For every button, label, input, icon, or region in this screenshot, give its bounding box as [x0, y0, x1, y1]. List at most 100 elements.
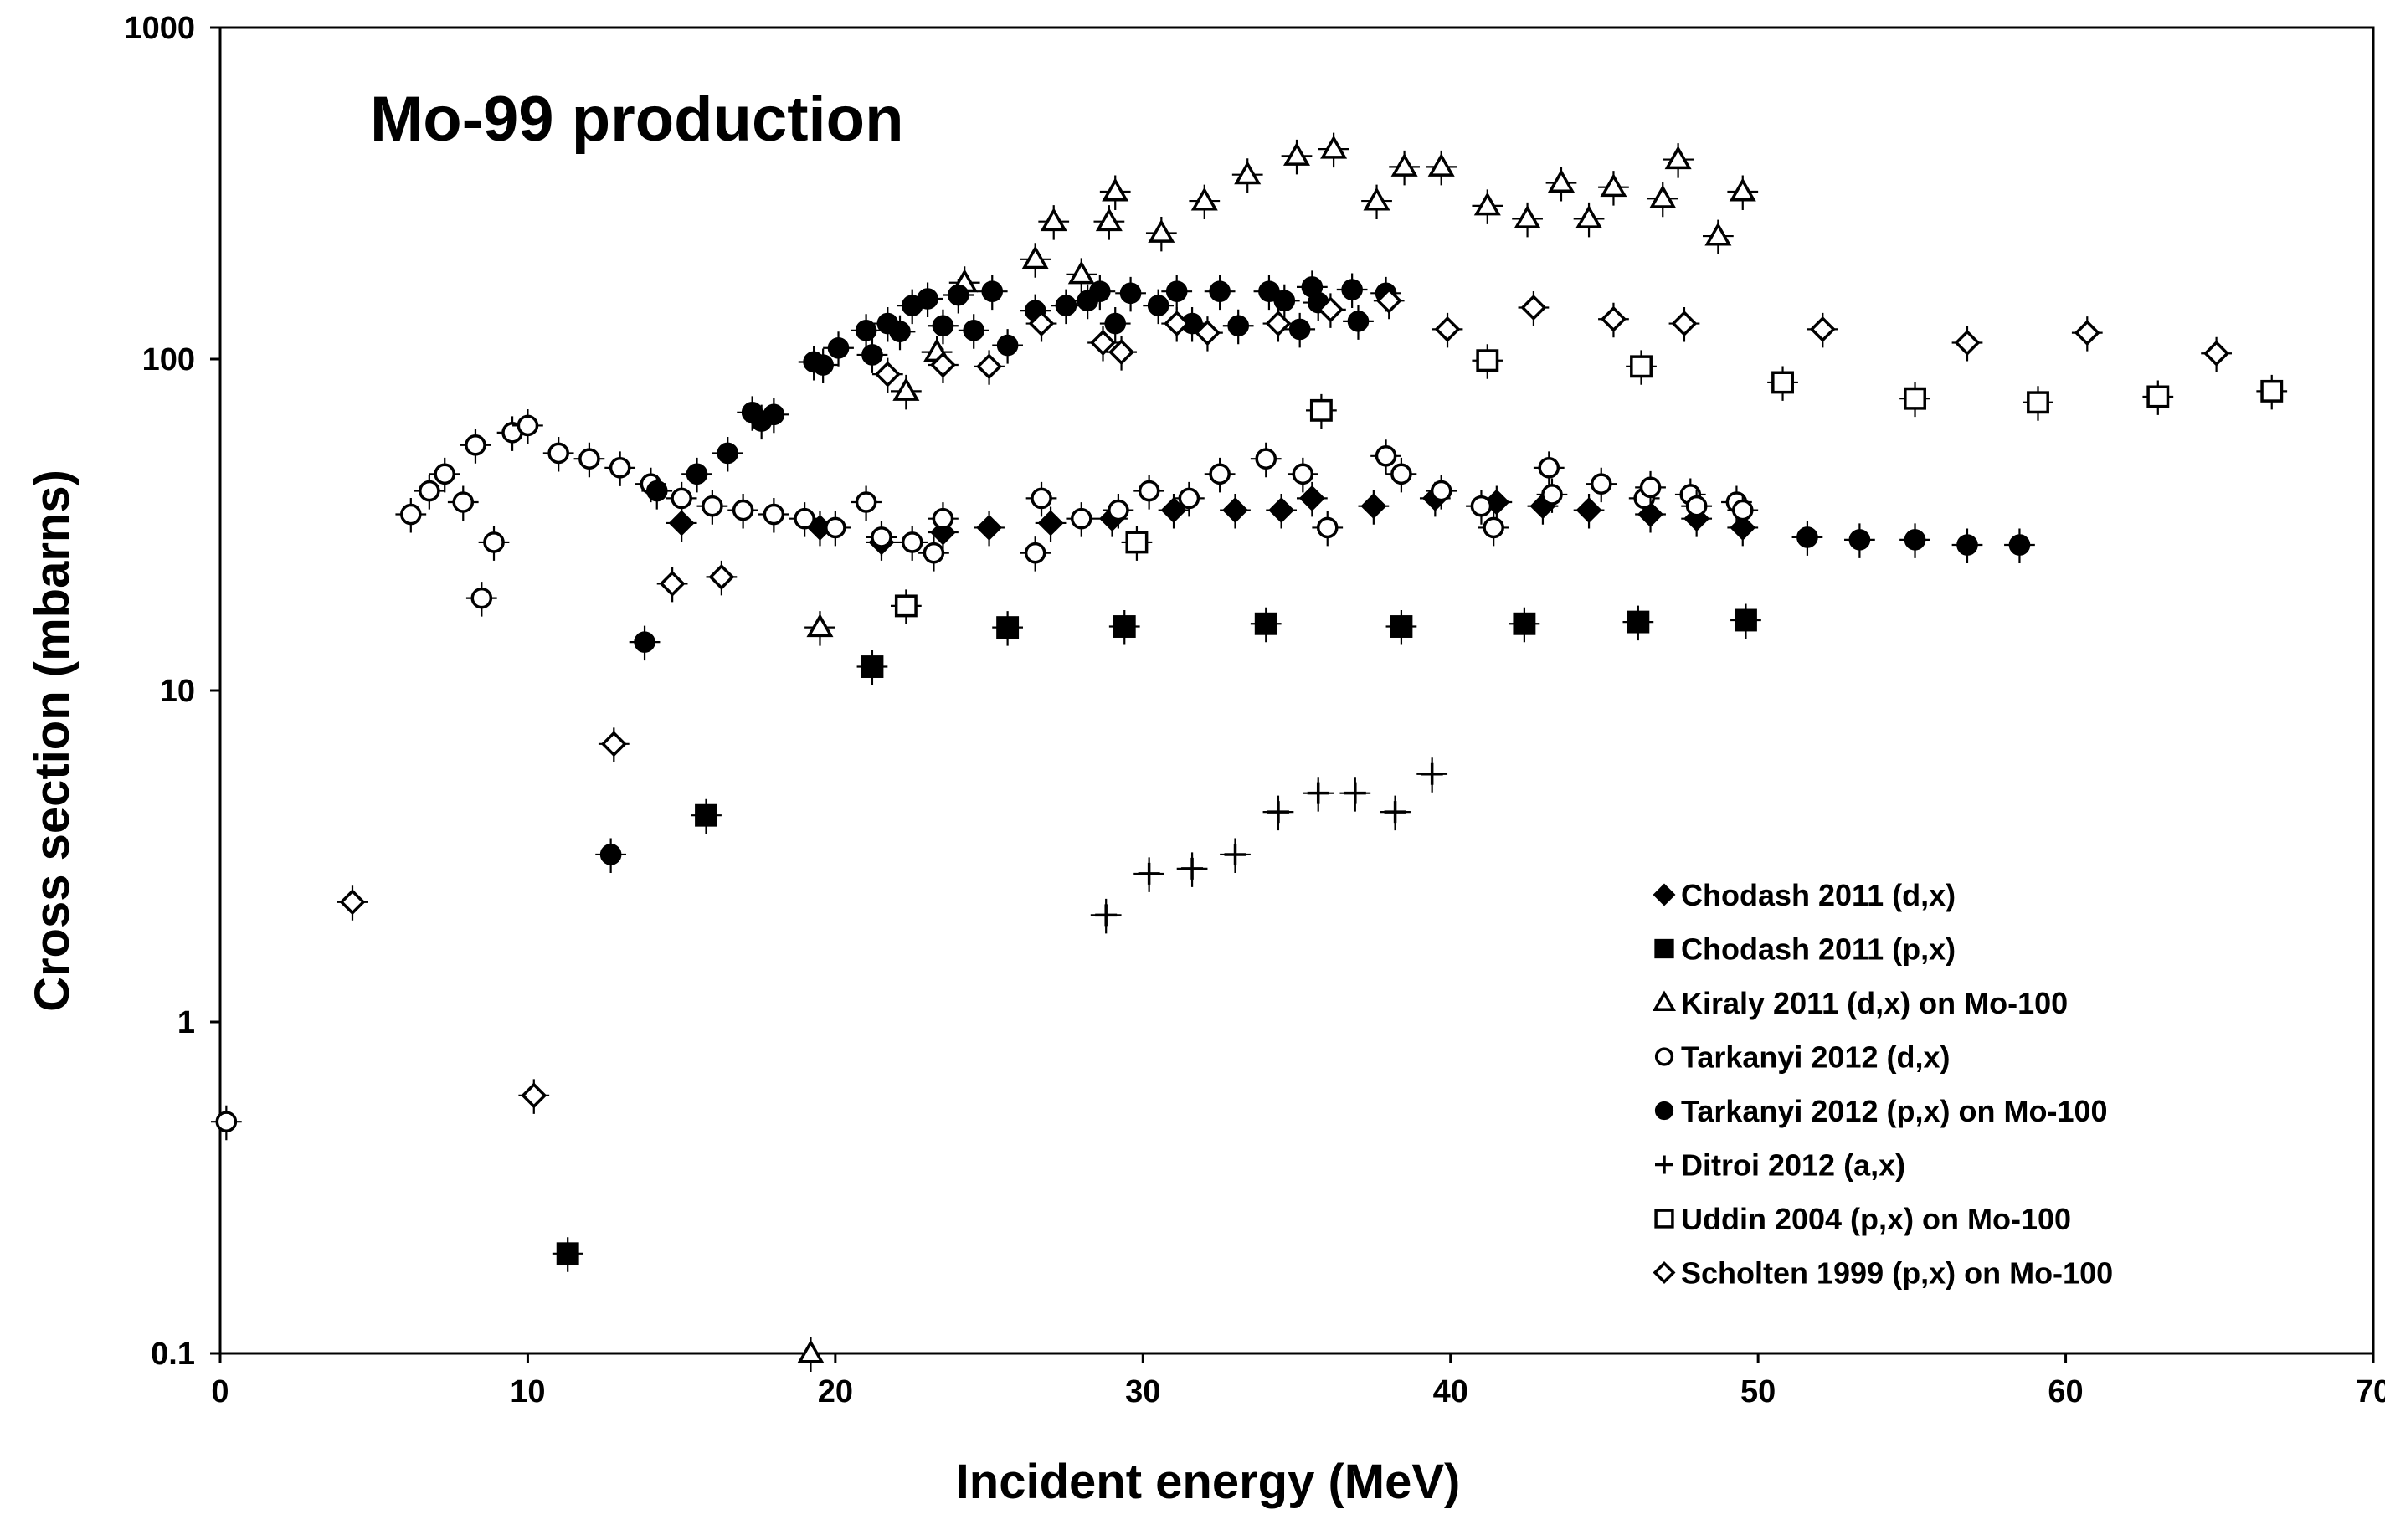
data-point: [1473, 192, 1501, 216]
data-point: [609, 457, 631, 479]
data-point: [1538, 457, 1560, 479]
y-tick-label: 0.1: [151, 1337, 195, 1372]
data-point: [1227, 315, 1249, 337]
data-point: [1108, 499, 1129, 521]
x-tick-label: 40: [1433, 1374, 1468, 1409]
data-point: [547, 442, 569, 465]
y-tick-label: 10: [160, 674, 195, 709]
series-5: [595, 270, 2035, 873]
data-point: [812, 354, 834, 376]
legend-label: Uddin 2004 (p,x) on Mo-100: [1681, 1202, 2071, 1236]
data-point: [976, 353, 1003, 380]
data-point: [1209, 280, 1231, 302]
data-point: [1363, 187, 1390, 211]
data-point: [1102, 177, 1129, 202]
data-point: [1427, 152, 1455, 177]
series-4: [210, 408, 1759, 1141]
data-point: [668, 510, 695, 536]
data-point: [1320, 135, 1348, 159]
data-point: [1125, 531, 1149, 554]
data-point: [827, 336, 850, 359]
data-point: [1113, 615, 1136, 638]
data-point: [1194, 320, 1221, 346]
data-point: [1731, 499, 1754, 521]
data-point: [794, 507, 815, 530]
data-point: [1848, 529, 1871, 551]
data-point: [483, 531, 505, 553]
data-point: [1904, 529, 1926, 551]
data-point: [923, 542, 945, 564]
data-point: [963, 320, 984, 341]
data-point: [1809, 316, 1836, 342]
data-point: [1627, 610, 1650, 634]
data-point: [806, 613, 834, 638]
data-point: [470, 587, 493, 609]
data-point: [1265, 311, 1292, 337]
data-point: [1288, 318, 1311, 341]
series-2: [552, 603, 1761, 1272]
data-point: [556, 1242, 579, 1265]
data-point: [671, 487, 692, 510]
data-point: [1685, 495, 1708, 517]
data-point: [1104, 312, 1127, 335]
data-point: [1234, 161, 1262, 185]
data-point: [1178, 487, 1200, 510]
data-point: [874, 361, 901, 388]
data-point: [645, 480, 668, 502]
data-point: [1119, 282, 1142, 305]
data-point: [1273, 290, 1296, 312]
x-axis-title: Incident energy (MeV): [956, 1455, 1461, 1509]
data-point: [1390, 615, 1413, 638]
legend-marker: [1654, 1047, 1674, 1066]
data-point: [1729, 177, 1756, 202]
legend-marker: [1655, 1155, 1673, 1174]
data-point: [1040, 208, 1067, 232]
data-point: [695, 803, 717, 827]
data-point: [1108, 339, 1135, 366]
data-point: [1375, 445, 1397, 467]
data-point: [1541, 484, 1563, 506]
data-point: [452, 491, 475, 513]
y-tick-label: 1000: [124, 11, 195, 46]
x-tick-label: 0: [211, 1374, 229, 1409]
data-point: [1390, 463, 1412, 485]
data-point: [2203, 340, 2230, 367]
x-tick-label: 60: [2048, 1374, 2083, 1409]
data-point: [599, 844, 622, 865]
data-point: [797, 1339, 825, 1363]
data-point: [855, 320, 877, 341]
data-point: [1547, 169, 1575, 193]
data-point: [763, 503, 785, 526]
data-point: [981, 280, 1004, 302]
data-point: [517, 414, 539, 437]
data-point: [1267, 801, 1289, 824]
data-point: [1514, 204, 1541, 228]
data-point: [2260, 379, 2284, 403]
legend-label: Chodash 2011 (d,x): [1681, 878, 1956, 912]
data-point: [702, 495, 723, 517]
data-point: [1956, 534, 1978, 556]
data-point: [932, 315, 954, 337]
data-point: [1341, 279, 1363, 300]
data-point: [1095, 208, 1123, 232]
data-point: [2074, 320, 2100, 346]
data-point: [996, 334, 1019, 357]
data-point: [855, 491, 877, 513]
data-point: [1298, 485, 1325, 511]
data-point: [889, 321, 911, 343]
data-point: [2008, 534, 2031, 556]
legend-label: Tarkanyi 2012 (d,x): [1681, 1040, 1951, 1075]
data-point: [1067, 260, 1095, 285]
x-tick-label: 70: [2356, 1374, 2385, 1409]
data-point: [825, 516, 846, 539]
legend-marker: [1653, 1261, 1676, 1284]
data-point: [1138, 862, 1160, 885]
data-point: [1317, 296, 1344, 323]
data-point: [1513, 612, 1536, 635]
data-point: [901, 531, 923, 553]
data-point: [948, 284, 969, 306]
data-point: [400, 503, 422, 526]
data-point: [1575, 204, 1603, 228]
x-tick-label: 10: [510, 1374, 545, 1409]
